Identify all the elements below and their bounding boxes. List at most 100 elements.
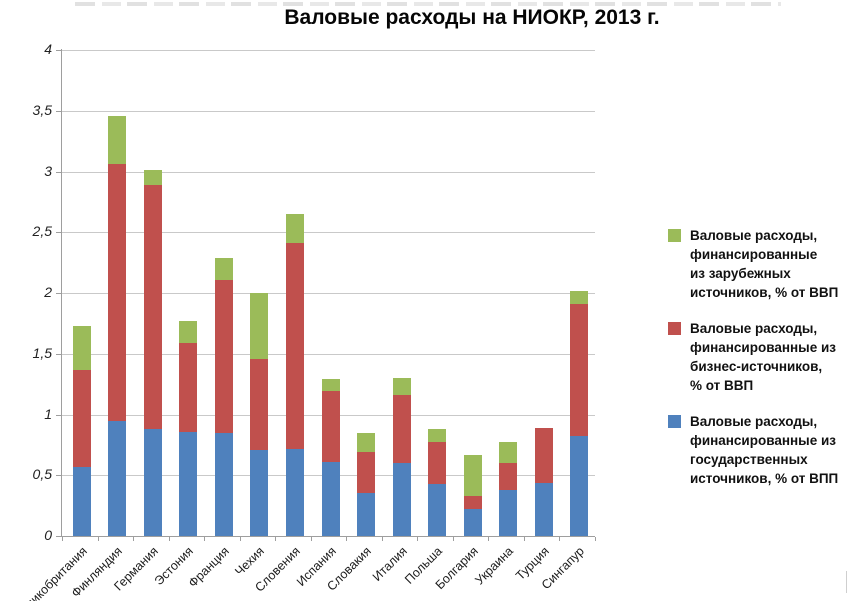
bar-Италия-business <box>392 395 411 464</box>
bar-Чехия-business <box>250 358 269 450</box>
y-axis-line <box>61 49 62 537</box>
legend-swatch-government <box>668 415 681 428</box>
y-tick <box>56 293 61 294</box>
legend-item-foreign: Валовые расходы, финансированные из зару… <box>668 226 856 302</box>
y-tick-label: 0 <box>44 527 52 543</box>
y-tick <box>56 232 61 234</box>
y-tick <box>56 171 61 173</box>
x-tick <box>311 537 312 541</box>
bar-Италия-foreign <box>392 378 411 396</box>
bar-Финляндия-foreign <box>108 115 127 165</box>
legend-label-business: Валовые расходы, финансированные из бизн… <box>690 321 836 393</box>
bar-Сингапур-business <box>570 303 589 437</box>
chart-title: Валовые расходы на НИОКР, 2013 г. <box>284 6 660 29</box>
legend-label-foreign: Валовые расходы, финансированные из зару… <box>690 228 839 300</box>
y-tick-label: 0,5 <box>32 466 52 483</box>
bar-Словакия-government <box>357 493 376 536</box>
bar-Болгария-government <box>463 509 482 536</box>
x-tick <box>488 537 489 541</box>
y-tick <box>56 50 61 51</box>
x-tick <box>346 537 347 541</box>
x-tick <box>133 537 134 541</box>
x-tick <box>382 537 383 541</box>
legend-item-government: Валовые расходы, финансированные из госу… <box>668 412 856 488</box>
y-tick <box>56 414 61 416</box>
gridline <box>62 232 595 234</box>
legend-swatch-foreign <box>668 229 681 242</box>
bar-Польша-government <box>428 483 447 536</box>
bar-Словакия-foreign <box>357 432 376 453</box>
bar-Словакия-business <box>357 452 376 494</box>
bar-Великобритания-foreign <box>72 325 91 370</box>
x-tick <box>275 537 276 541</box>
bar-Италия-government <box>392 463 411 536</box>
y-tick <box>56 536 61 537</box>
bar-Великобритания-business <box>72 369 91 467</box>
legend-item-business: Валовые расходы, финансированные из бизн… <box>668 319 856 395</box>
bar-Словения-government <box>285 448 304 536</box>
bar-Сингапур-foreign <box>570 290 589 304</box>
bar-Финляндия-business <box>108 164 127 421</box>
bar-Болгария-foreign <box>463 454 482 496</box>
x-tick <box>453 537 454 541</box>
y-tick <box>56 110 61 112</box>
legend-swatch-business <box>668 322 681 335</box>
y-tick <box>56 353 61 355</box>
bar-Эстония-business <box>179 342 198 432</box>
bar-Сингапур-government <box>570 436 589 536</box>
x-tick <box>204 537 205 541</box>
bar-Франция-foreign <box>214 257 233 280</box>
x-tick <box>524 537 525 541</box>
bar-Украина-business <box>499 463 518 490</box>
y-tick-label: 2,5 <box>32 223 52 240</box>
bar-Испания-foreign <box>321 379 340 392</box>
gridline <box>62 110 595 112</box>
y-tick-label: 1 <box>44 405 52 422</box>
bar-Польша-business <box>428 442 447 484</box>
gridline <box>62 293 595 294</box>
bar-Польша-foreign <box>428 429 447 443</box>
bar-Украина-foreign <box>499 442 518 464</box>
x-tick <box>98 537 99 541</box>
bar-Германия-business <box>143 184 162 430</box>
y-tick-label: 2 <box>44 284 52 300</box>
bar-Германия-government <box>143 429 162 536</box>
bar-Эстония-foreign <box>179 320 198 343</box>
bar-Эстония-government <box>179 431 198 536</box>
bar-Словения-foreign <box>285 214 304 244</box>
y-tick-label: 3,5 <box>32 101 52 118</box>
x-tick <box>595 537 596 541</box>
bar-Великобритания-government <box>72 466 91 536</box>
bar-Финляндия-government <box>108 420 127 536</box>
bar-Чехия-foreign <box>250 293 269 359</box>
x-tick <box>62 537 63 541</box>
y-tick <box>56 475 61 477</box>
bar-Испания-business <box>321 391 340 462</box>
bar-Франция-government <box>214 432 233 536</box>
bar-Турция-government <box>534 482 553 536</box>
x-tick <box>240 537 241 541</box>
bar-Германия-foreign <box>143 170 162 185</box>
legend-label-government: Валовые расходы, финансированные из госу… <box>690 414 839 486</box>
bar-Чехия-government <box>250 449 269 536</box>
x-axis-line <box>61 536 595 537</box>
bar-Франция-business <box>214 279 233 433</box>
scan-edge-artifact <box>846 571 847 593</box>
y-tick-label: 1,5 <box>32 344 52 361</box>
bar-Испания-government <box>321 461 340 536</box>
legend: Валовые расходы, финансированные из зару… <box>668 226 856 505</box>
gridline <box>62 171 595 173</box>
bar-Болгария-business <box>463 495 482 510</box>
gridline <box>62 353 595 355</box>
x-tick <box>417 537 418 541</box>
y-tick-label: 4 <box>44 41 52 57</box>
x-tick <box>169 537 170 541</box>
x-axis-label: Украина <box>472 544 517 588</box>
bar-Словения-business <box>285 243 304 449</box>
y-tick-label: 3 <box>44 162 52 179</box>
bar-Турция-business <box>534 427 553 483</box>
cropped-toolbar-artifact <box>75 2 781 6</box>
bar-Украина-government <box>499 489 518 536</box>
gridline <box>62 50 595 51</box>
